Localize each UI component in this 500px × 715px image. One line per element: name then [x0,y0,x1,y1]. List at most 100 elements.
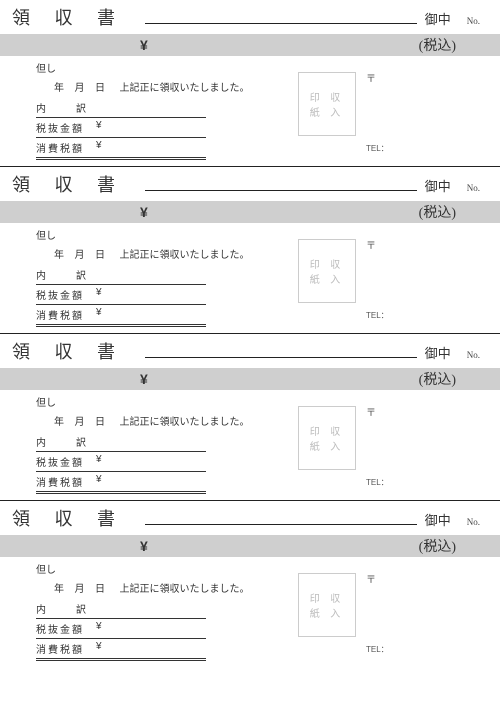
excl-tax-currency: ¥ [96,287,102,302]
year-label: 年 [54,584,68,595]
stamp-text-2: 紙 入 [310,438,345,453]
excl-tax-currency: ¥ [96,454,102,469]
date-row: 年 月 日 上記正に領収いたしました。 [36,409,298,434]
amount-bar: ¥ (税込) [0,34,500,56]
breakdown-row-tax: 消費税額 ¥ [36,639,206,661]
breakdown-label: 内 訳 [36,434,206,452]
recipient-field[interactable] [145,2,417,24]
doc-title: 領 収 書 [12,2,125,30]
header-row: 領 収 書 御中 No. [0,0,500,32]
breakdown-row-subtotal: 税抜金額 ¥ [36,619,206,639]
consumption-tax-currency: ¥ [96,474,102,489]
address-column: 〒 TEL： [366,563,488,661]
consumption-tax-label: 消費税額 [36,307,96,322]
tel-label: TEL： [366,477,389,488]
receipt-statement: 上記正に領収いたしました。 [120,584,250,595]
tax-inclusive-label: (税込) [419,536,456,556]
amount-bar: ¥ (税込) [0,201,500,223]
tel-label: TEL： [366,143,389,154]
proviso-label: 但し [36,58,298,75]
excl-tax-label: 税抜金額 [36,621,96,636]
breakdown-label: 内 訳 [36,100,206,118]
stamp-text-1: 印 収 [310,423,345,438]
day-label: 日 [95,83,109,94]
doc-title: 領 収 書 [12,336,125,364]
stamp-text-2: 紙 入 [310,605,345,620]
proviso-label: 但し [36,392,298,409]
proviso-label: 但し [36,225,298,242]
stamp-text-2: 紙 入 [310,271,345,286]
number-label: No. [467,16,488,26]
receipt-statement: 上記正に領収いたしました。 [120,83,250,94]
header-row: 領 収 書 御中 No. [0,501,500,533]
currency-symbol: ¥ [140,371,148,387]
date-row: 年 月 日 上記正に領収いたしました。 [36,242,298,267]
receipt-slip: 領 収 書 御中 No. ¥ (税込) 但し 年 月 日 上記正に領収いたしまし… [0,333,500,500]
tel-label: TEL： [366,644,389,655]
breakdown-row-subtotal: 税抜金額 ¥ [36,452,206,472]
right-column: 印 収 紙 入 〒 TEL： [298,392,488,494]
doc-title: 領 収 書 [12,169,125,197]
header-row: 領 収 書 御中 No. [0,167,500,199]
receipt-statement: 上記正に領収いたしました。 [120,417,250,428]
right-column: 印 収 紙 入 〒 TEL： [298,559,488,661]
address-column: 〒 TEL： [366,62,488,160]
consumption-tax-label: 消費税額 [36,641,96,656]
currency-symbol: ¥ [140,538,148,554]
year-label: 年 [54,250,68,261]
doc-title: 領 収 書 [12,503,125,531]
postal-mark: 〒 [366,237,488,252]
day-label: 日 [95,584,109,595]
left-column: 但し 年 月 日 上記正に領収いたしました。 内 訳 税抜金額 ¥ 消費税額 ¥ [36,559,298,661]
tax-inclusive-label: (税込) [419,202,456,222]
consumption-tax-label: 消費税額 [36,474,96,489]
excl-tax-label: 税抜金額 [36,120,96,135]
consumption-tax-currency: ¥ [96,641,102,656]
breakdown-label: 内 訳 [36,267,206,285]
recipient-suffix: 御中 [425,9,467,28]
number-label: No. [467,350,488,360]
currency-symbol: ¥ [140,204,148,220]
address-column: 〒 TEL： [366,396,488,494]
excl-tax-label: 税抜金額 [36,287,96,302]
receipt-slip: 領 収 書 御中 No. ¥ (税込) 但し 年 月 日 上記正に領収いたしまし… [0,500,500,667]
breakdown-row-tax: 消費税額 ¥ [36,138,206,160]
consumption-tax-currency: ¥ [96,307,102,322]
amount-bar: ¥ (税込) [0,368,500,390]
stamp-text-2: 紙 入 [310,104,345,119]
number-label: No. [467,183,488,193]
excl-tax-currency: ¥ [96,120,102,135]
body-row: 但し 年 月 日 上記正に領収いたしました。 内 訳 税抜金額 ¥ 消費税額 ¥ [0,557,500,667]
recipient-field[interactable] [145,336,417,358]
breakdown-row-subtotal: 税抜金額 ¥ [36,118,206,138]
right-column: 印 収 紙 入 〒 TEL： [298,225,488,327]
stamp-text-1: 印 収 [310,89,345,104]
revenue-stamp-box: 印 収 紙 入 [298,239,356,303]
body-row: 但し 年 月 日 上記正に領収いたしました。 内 訳 税抜金額 ¥ 消費税額 ¥ [0,390,500,500]
recipient-field[interactable] [145,169,417,191]
currency-symbol: ¥ [140,37,148,53]
excl-tax-currency: ¥ [96,621,102,636]
month-label: 月 [75,250,89,261]
postal-mark: 〒 [366,571,488,586]
receipt-statement: 上記正に領収いたしました。 [120,250,250,261]
year-label: 年 [54,83,68,94]
month-label: 月 [75,83,89,94]
stamp-text-1: 印 収 [310,256,345,271]
left-column: 但し 年 月 日 上記正に領収いたしました。 内 訳 税抜金額 ¥ 消費税額 ¥ [36,392,298,494]
receipt-slip: 領 収 書 御中 No. ¥ (税込) 但し 年 月 日 上記正に領収いたしまし… [0,166,500,333]
left-column: 但し 年 月 日 上記正に領収いたしました。 内 訳 税抜金額 ¥ 消費税額 ¥ [36,58,298,160]
year-label: 年 [54,417,68,428]
breakdown-row-tax: 消費税額 ¥ [36,472,206,494]
breakdown-label: 内 訳 [36,601,206,619]
recipient-field[interactable] [145,503,417,525]
postal-mark: 〒 [366,70,488,85]
recipient-suffix: 御中 [425,510,467,529]
breakdown-row-tax: 消費税額 ¥ [36,305,206,327]
amount-bar: ¥ (税込) [0,535,500,557]
proviso-label: 但し [36,559,298,576]
recipient-suffix: 御中 [425,343,467,362]
postal-mark: 〒 [366,404,488,419]
excl-tax-label: 税抜金額 [36,454,96,469]
revenue-stamp-box: 印 収 紙 入 [298,573,356,637]
